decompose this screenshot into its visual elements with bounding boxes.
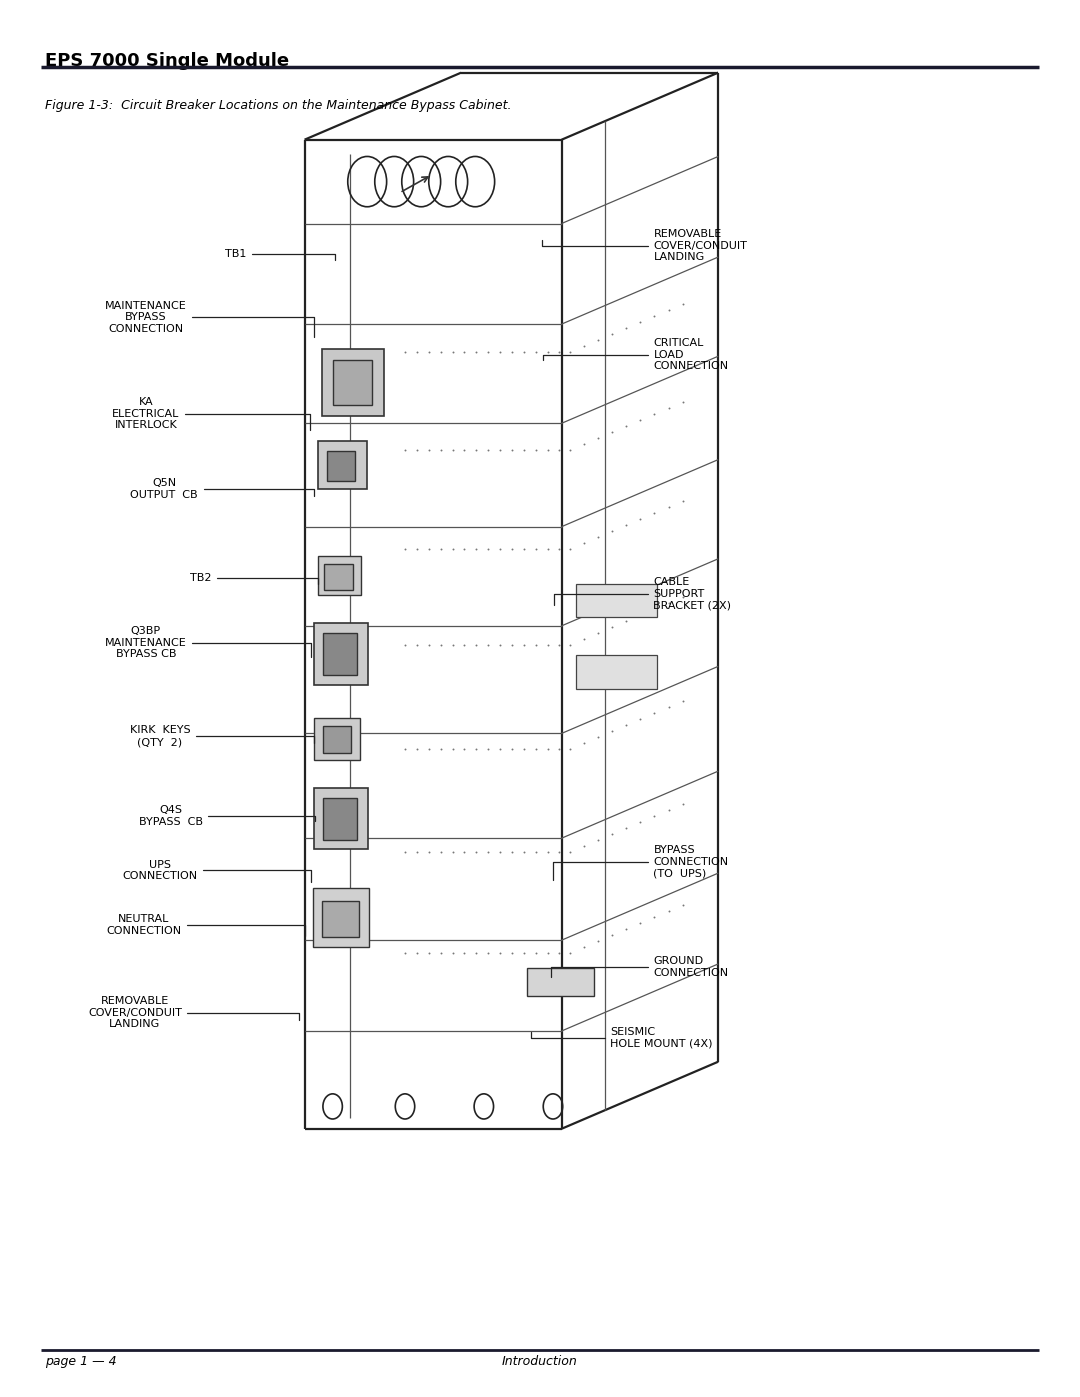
FancyBboxPatch shape xyxy=(323,798,357,840)
Text: CABLE
SUPPORT
BRACKET (2X): CABLE SUPPORT BRACKET (2X) xyxy=(554,577,731,610)
Text: Q3BP
MAINTENANCE
BYPASS CB: Q3BP MAINTENANCE BYPASS CB xyxy=(105,626,311,659)
Text: Q4S
BYPASS  CB: Q4S BYPASS CB xyxy=(138,805,315,827)
FancyBboxPatch shape xyxy=(576,655,657,689)
Text: BYPASS
CONNECTION
(TO  UPS): BYPASS CONNECTION (TO UPS) xyxy=(553,845,729,880)
Text: NEUTRAL
CONNECTION: NEUTRAL CONNECTION xyxy=(106,914,305,936)
FancyBboxPatch shape xyxy=(333,360,372,405)
Text: UPS
CONNECTION: UPS CONNECTION xyxy=(122,859,311,882)
FancyBboxPatch shape xyxy=(323,726,351,753)
FancyBboxPatch shape xyxy=(314,623,368,685)
FancyBboxPatch shape xyxy=(323,633,357,675)
FancyBboxPatch shape xyxy=(576,584,657,617)
Text: SEISMIC
HOLE MOUNT (4X): SEISMIC HOLE MOUNT (4X) xyxy=(531,1027,713,1049)
FancyBboxPatch shape xyxy=(527,968,594,996)
FancyBboxPatch shape xyxy=(313,888,369,947)
Text: EPS 7000 Single Module: EPS 7000 Single Module xyxy=(45,52,289,70)
FancyBboxPatch shape xyxy=(327,451,355,481)
Text: TB1: TB1 xyxy=(225,249,335,260)
Text: GROUND
CONNECTION: GROUND CONNECTION xyxy=(551,956,729,978)
FancyBboxPatch shape xyxy=(322,901,359,937)
Text: CRITICAL
LOAD
CONNECTION: CRITICAL LOAD CONNECTION xyxy=(543,338,729,372)
FancyBboxPatch shape xyxy=(324,564,353,590)
Text: REMOVABLE
COVER/CONDUIT
LANDING: REMOVABLE COVER/CONDUIT LANDING xyxy=(89,996,299,1030)
Text: TB2: TB2 xyxy=(190,573,318,584)
Text: KIRK  KEYS
(QTY  2): KIRK KEYS (QTY 2) xyxy=(130,725,314,747)
Text: Figure 1-3:  Circuit Breaker Locations on the Maintenance Bypass Cabinet.: Figure 1-3: Circuit Breaker Locations on… xyxy=(45,99,512,112)
FancyBboxPatch shape xyxy=(318,441,367,489)
Text: KA
ELECTRICAL
INTERLOCK: KA ELECTRICAL INTERLOCK xyxy=(112,397,310,430)
Text: Q5N
OUTPUT  CB: Q5N OUTPUT CB xyxy=(131,478,314,500)
Text: REMOVABLE
COVER/CONDUIT
LANDING: REMOVABLE COVER/CONDUIT LANDING xyxy=(542,229,747,263)
FancyBboxPatch shape xyxy=(322,349,384,416)
FancyBboxPatch shape xyxy=(318,556,361,595)
Text: Introduction: Introduction xyxy=(502,1355,578,1368)
FancyBboxPatch shape xyxy=(314,788,368,849)
Text: MAINTENANCE
BYPASS
CONNECTION: MAINTENANCE BYPASS CONNECTION xyxy=(105,300,314,337)
Text: page 1 — 4: page 1 — 4 xyxy=(45,1355,117,1368)
FancyBboxPatch shape xyxy=(314,718,360,760)
